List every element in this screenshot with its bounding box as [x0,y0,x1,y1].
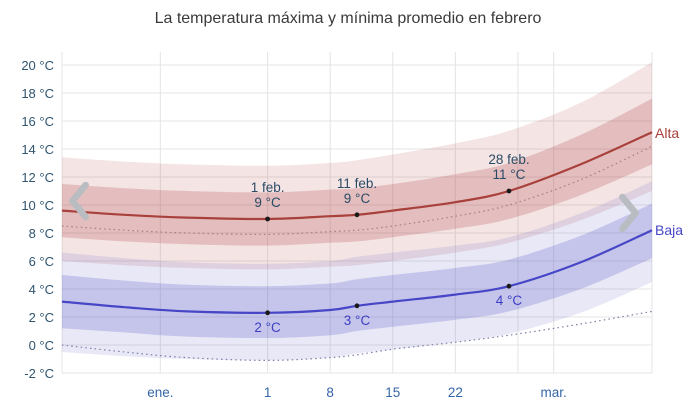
data-point-dot [506,283,512,289]
y-axis-label: 4 °C [29,282,54,297]
y-axis-label: 2 °C [29,310,54,325]
annotation-temp: 3 °C [344,313,371,328]
annotation-temp: 11 °C [493,167,526,182]
annotation-temp: 4 °C [496,293,523,308]
high-series-label: Alta [655,125,680,141]
annotation-date: 1 feb. [251,180,285,195]
chart-title: La temperatura máxima y mínima promedio … [154,10,542,27]
x-axis-label: 15 [385,385,400,400]
x-axis-label: 22 [448,385,463,400]
y-axis-label: 18 °C [21,86,54,101]
y-axis-label: 14 °C [21,142,54,157]
high-inner-band [62,98,652,246]
annotation-date: 11 feb. [337,176,377,191]
x-axis-label: 1 [264,385,272,400]
y-axis-label: 0 °C [29,338,54,353]
data-point-dot [265,216,271,222]
x-axis-label: ene. [147,385,173,400]
data-point-dot [354,212,360,218]
prev-period-button[interactable] [64,180,96,222]
chevron-right-icon [619,193,639,233]
annotation-temp: 9 °C [254,195,281,210]
next-period-button[interactable] [612,192,644,234]
low-inner-band [62,203,652,339]
low-series-label: Baja [655,222,684,238]
y-axis-label: 8 °C [29,226,54,241]
annotation-temp: 2 °C [254,320,281,335]
y-axis-label: 20 °C [21,58,54,73]
data-point-dot [354,303,360,309]
y-axis-label: 12 °C [21,170,54,185]
chevron-left-icon [69,181,89,221]
annotation-date: 28 feb. [488,152,529,167]
y-axis-label: 6 °C [29,254,54,269]
y-axis-label: 10 °C [21,198,54,213]
y-axis-label: 16 °C [21,114,54,129]
y-axis-label: -2 °C [24,366,54,381]
annotation-temp: 9 °C [344,191,371,206]
x-axis-label: mar. [541,385,567,400]
data-point-dot [506,188,512,194]
perceived-high-line [61,145,653,236]
low-outer-band [62,181,652,361]
data-point-dot [265,310,271,316]
x-axis-label: 8 [326,385,334,400]
